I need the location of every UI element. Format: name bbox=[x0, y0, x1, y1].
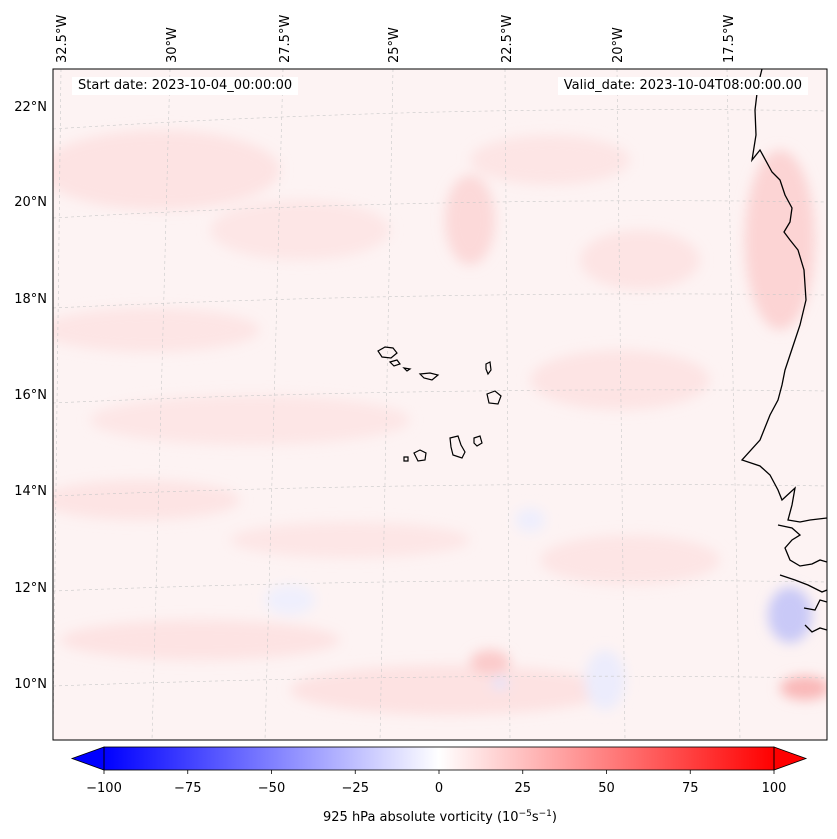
latitude-labels: 22°N 20°N 18°N 16°N 14°N 12°N 10°N bbox=[14, 100, 47, 692]
lat-label-12N: 12°N bbox=[14, 581, 47, 596]
colorbar-gradient bbox=[104, 747, 774, 770]
start-date-label: Start date: 2023-10-04_00:00:00 bbox=[72, 77, 299, 95]
cape-verde-islands bbox=[377, 346, 502, 462]
colorbar-tick-label: 0 bbox=[435, 781, 443, 796]
vorticity-shading bbox=[53, 130, 827, 715]
lon-label-27.5W: 27.5°W bbox=[278, 15, 293, 63]
longitude-labels: 32.5°W 30°W 27.5°W 25°W 22.5°W 20°W 17.5… bbox=[55, 15, 737, 63]
colorbar-ticks: −100 −75 −50 −25 0 25 50 75 100 bbox=[86, 770, 786, 796]
lat-label-10N: 10°N bbox=[14, 677, 47, 692]
lon-label-22.5W: 22.5°W bbox=[500, 15, 515, 63]
lon-label-20W: 20°W bbox=[611, 27, 626, 63]
lat-label-22N: 22°N bbox=[14, 100, 47, 115]
colorbar-extend-min bbox=[70, 746, 105, 771]
lat-label-16N: 16°N bbox=[14, 388, 47, 403]
colorbar-tick-label: −100 bbox=[86, 781, 122, 796]
coastline-west-africa bbox=[740, 69, 827, 633]
lon-label-17.5W: 17.5°W bbox=[722, 15, 737, 63]
lon-label-25W: 25°W bbox=[387, 27, 402, 63]
colorbar-tick-label: 25 bbox=[514, 781, 531, 796]
colorbar-tick-label: −25 bbox=[342, 781, 369, 796]
map-panel bbox=[53, 69, 827, 740]
colorbar-label: 925 hPa absolute vorticity (10−5s−1) bbox=[323, 809, 557, 825]
colorbar-tick-label: −75 bbox=[174, 781, 201, 796]
map-frame bbox=[52, 68, 828, 741]
colorbar-tick-label: 75 bbox=[682, 781, 699, 796]
colorbar-tick-label: 50 bbox=[598, 781, 615, 796]
lat-label-18N: 18°N bbox=[14, 292, 47, 307]
colorbar-tick-label: 100 bbox=[762, 781, 787, 796]
colorbar-tick-label: −50 bbox=[258, 781, 285, 796]
graticule bbox=[53, 69, 827, 740]
lon-label-32.5W: 32.5°W bbox=[55, 15, 70, 63]
lat-label-20N: 20°N bbox=[14, 195, 47, 210]
colorbar: −100 −75 −50 −25 0 25 50 75 100 925 hPa absolute… bbox=[70, 746, 808, 825]
lon-label-30W: 30°W bbox=[165, 27, 180, 63]
valid-date-label: Valid_date: 2023-10-04T08:00:00.00 bbox=[557, 77, 808, 95]
colorbar-extend-max bbox=[773, 746, 808, 771]
lat-label-14N: 14°N bbox=[14, 484, 47, 499]
